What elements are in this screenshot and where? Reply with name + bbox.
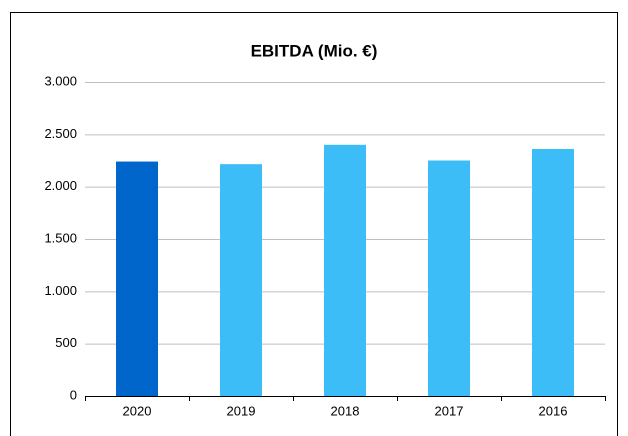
chart-frame (10, 12, 618, 436)
bar (428, 160, 470, 396)
x-tick-label: 2016 (539, 403, 568, 418)
x-tick-label: 2020 (123, 403, 152, 418)
y-tick-label: 500 (55, 335, 77, 350)
chart-title: EBITDA (Mio. €) (251, 41, 378, 60)
y-tick-label: 2.500 (44, 126, 77, 141)
y-tick-label: 1.500 (44, 230, 77, 245)
bar (532, 148, 574, 396)
y-tick-label: 3.000 (44, 73, 77, 88)
bar (116, 161, 158, 396)
bar (324, 144, 366, 396)
y-tick-label: 2.000 (44, 178, 77, 193)
y-tick-label: 1.000 (44, 283, 77, 298)
x-tick-label: 2018 (331, 403, 360, 418)
x-tick-label: 2017 (435, 403, 464, 418)
x-tick-label: 2019 (227, 403, 256, 418)
y-tick-label: 0 (70, 387, 77, 402)
bar (220, 164, 262, 396)
